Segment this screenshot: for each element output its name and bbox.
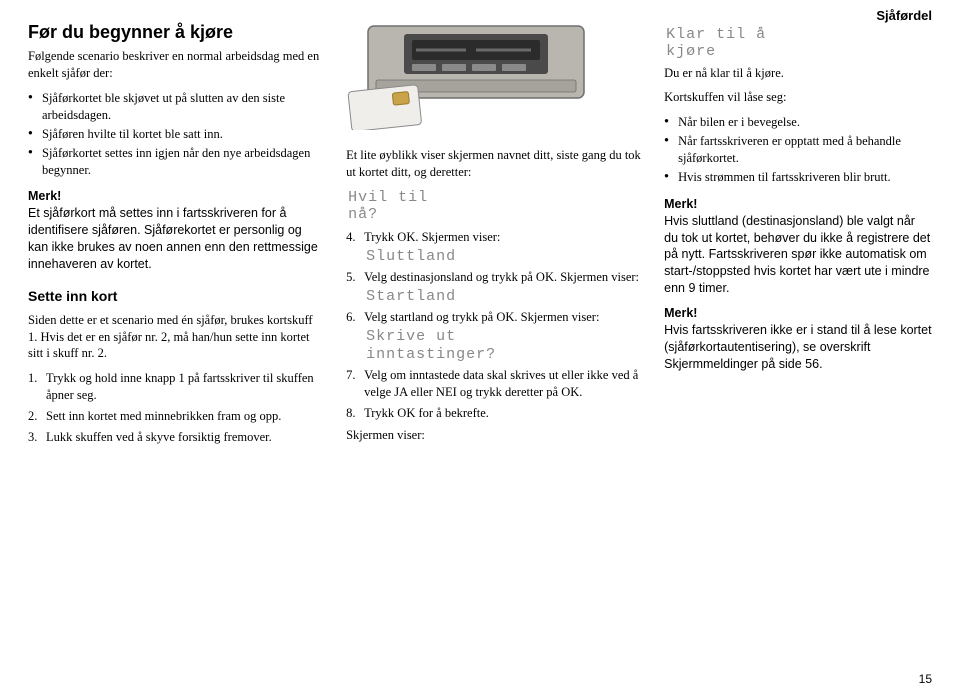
list-item: Når fartsskriveren er opptatt med å beha…	[664, 133, 932, 167]
lcd-line: kjøre	[666, 43, 932, 60]
list-item: Sjåførkortet ble skjøvet ut på slutten a…	[28, 90, 324, 124]
page-number: 15	[919, 672, 932, 686]
column-2: Et lite øyblikk viser skjermen navnet di…	[346, 20, 642, 452]
note-heading: Merk!	[28, 188, 324, 205]
list-item: Sjåførkortet settes inn igjen når den ny…	[28, 145, 324, 179]
lcd-text: Hvil til nå?	[348, 189, 642, 224]
list-item: Hvis strømmen til fartsskriveren blir br…	[664, 169, 932, 186]
subheading-insert-card: Sette inn kort	[28, 287, 324, 306]
note-heading: Merk!	[664, 305, 932, 322]
list-item: Velg startland og trykk på OK. Skjermen …	[346, 309, 642, 362]
list-item: Sjåføren hvilte til kortet ble satt inn.	[28, 126, 324, 143]
screen-intro: Et lite øyblikk viser skjermen navnet di…	[346, 147, 642, 181]
lcd-text: Sluttland	[366, 248, 642, 265]
note-body: Hvis sluttland (destinasjonsland) ble va…	[664, 213, 932, 297]
lcd-text: Skrive ut inntastinger?	[366, 328, 642, 363]
lcd-line: Hvil til	[348, 189, 642, 206]
ready-paragraph: Du er nå klar til å kjøre.	[664, 65, 932, 82]
column-3: Klar til å kjøre Du er nå klar til å kjø…	[664, 20, 932, 452]
tachograph-illustration	[346, 20, 606, 130]
list-item: Når bilen er i bevegelse.	[664, 114, 932, 131]
page-title: Før du begynner å kjøre	[28, 20, 324, 44]
step-text: Velg destinasjonsland og trykk på OK. Sk…	[364, 270, 639, 284]
lcd-line: Skrive ut	[366, 328, 642, 345]
lcd-line: inntastinger?	[366, 346, 642, 363]
step-text: Velg startland og trykk på OK. Skjermen …	[364, 310, 599, 324]
continue-steps: Trykk OK. Skjermen viser: Sluttland Velg…	[346, 229, 642, 421]
lcd-text: Startland	[366, 288, 642, 305]
list-item: Velg om inntastede data skal skrives ut …	[346, 367, 642, 401]
lock-bullets: Når bilen er i bevegelse. Når fartsskriv…	[664, 114, 932, 186]
lcd-text: Klar til å kjøre	[666, 26, 932, 61]
page-columns: Før du begynner å kjøre Følgende scenari…	[28, 20, 932, 452]
column-1: Før du begynner å kjøre Følgende scenari…	[28, 20, 324, 452]
intro-bullets: Sjåførkortet ble skjøvet ut på slutten a…	[28, 90, 324, 178]
section-header: Sjåførdel	[876, 8, 932, 23]
list-item: Trykk og hold inne knapp 1 på fartsskriv…	[28, 370, 324, 404]
note-body: Et sjåførkort må settes inn i fartsskriv…	[28, 205, 324, 273]
note-body: Hvis fartsskriveren ikke er i stand til …	[664, 322, 932, 373]
step-text: Trykk OK. Skjermen viser:	[364, 230, 500, 244]
list-item: Lukk skuffen ved å skyve forsiktig fremo…	[28, 429, 324, 446]
insert-card-paragraph: Siden dette er et scenario med én sjåfør…	[28, 312, 324, 363]
lock-paragraph: Kortskuffen vil låse seg:	[664, 89, 932, 106]
intro-paragraph: Følgende scenario beskriver en normal ar…	[28, 48, 324, 82]
list-item: Velg destinasjonsland og trykk på OK. Sk…	[346, 269, 642, 305]
list-item: Trykk OK for å bekrefte.	[346, 405, 642, 422]
list-item: Sett inn kortet med minnebrikken fram og…	[28, 408, 324, 425]
lcd-line: Klar til å	[666, 26, 932, 43]
screen-shows-tail: Skjermen viser:	[346, 427, 642, 444]
insert-card-steps: Trykk og hold inne knapp 1 på fartsskriv…	[28, 370, 324, 446]
lcd-line: nå?	[348, 206, 642, 223]
list-item: Trykk OK. Skjermen viser: Sluttland	[346, 229, 642, 265]
note-heading: Merk!	[664, 196, 932, 213]
